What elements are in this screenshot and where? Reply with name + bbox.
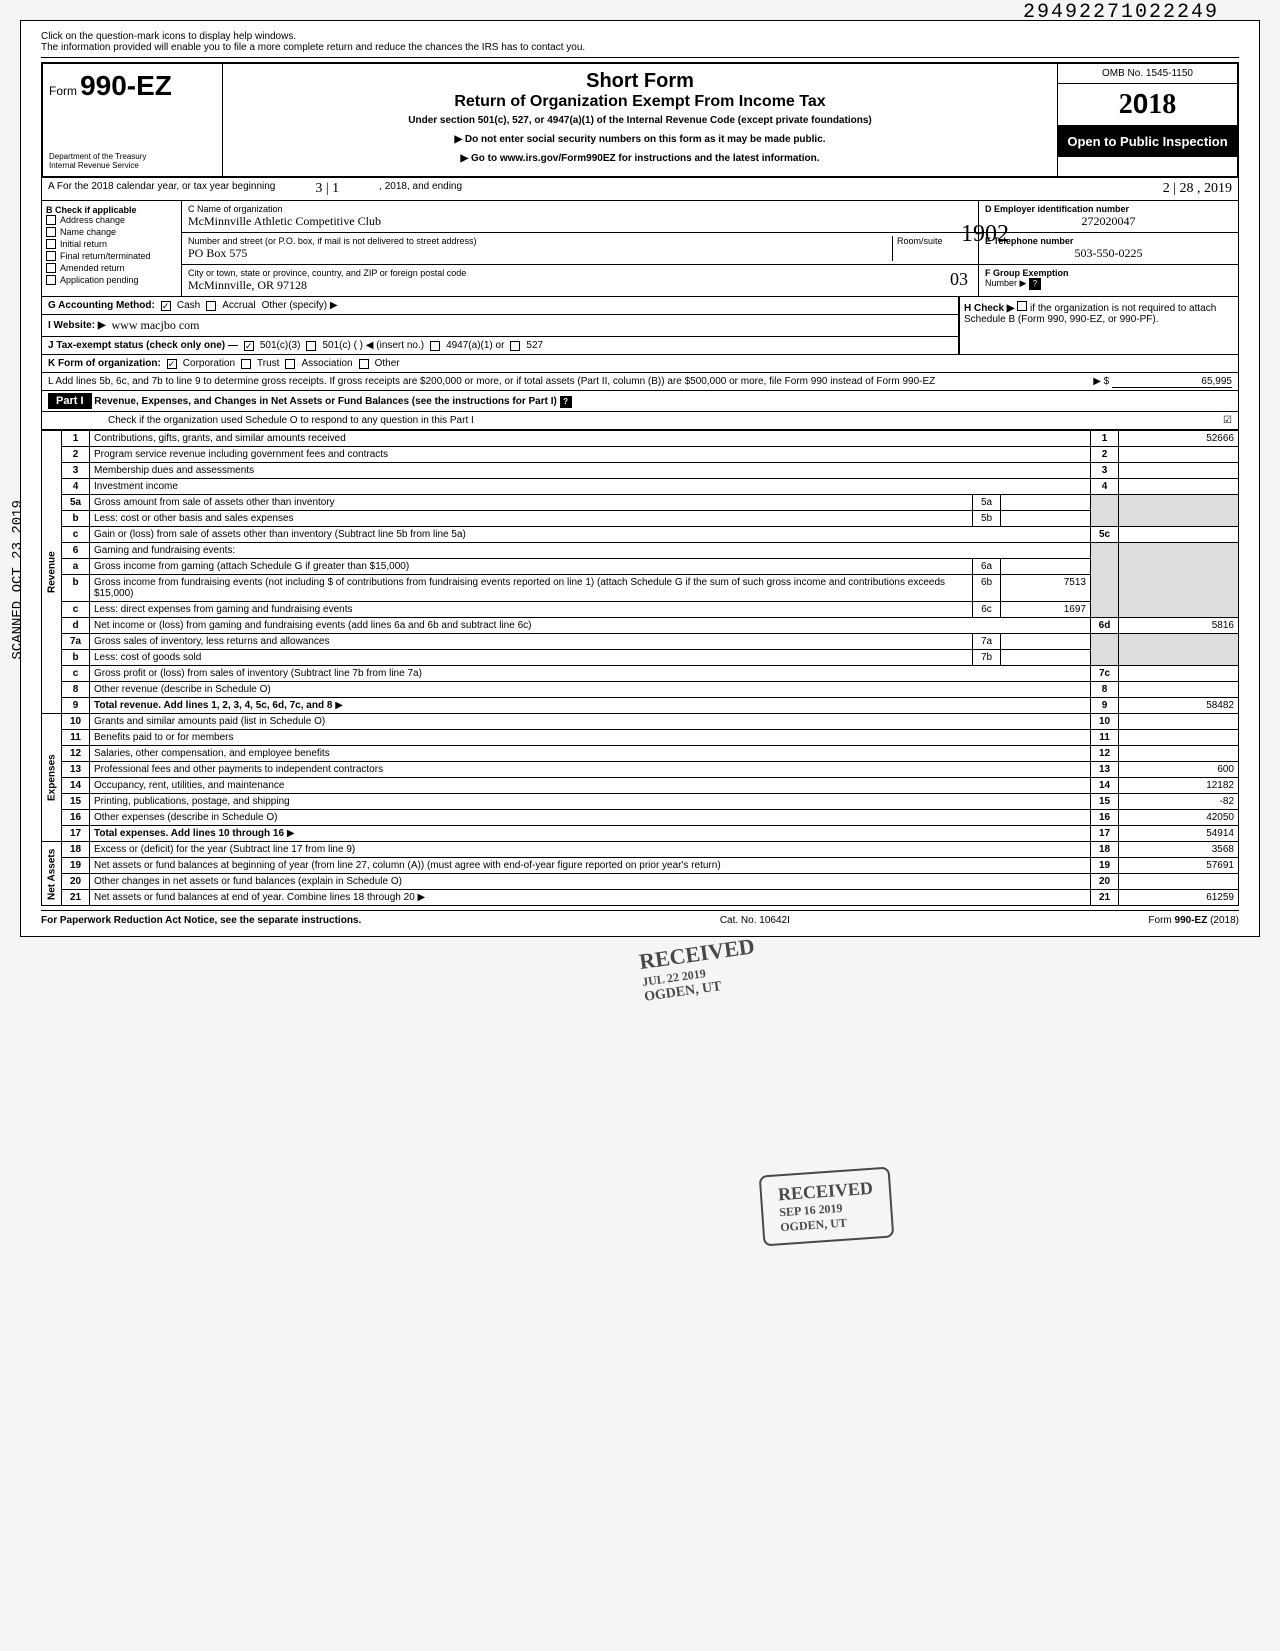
form-number: 990-EZ (80, 70, 172, 101)
cb-501c3[interactable] (244, 341, 254, 351)
cb-initial-return[interactable]: Initial return (46, 239, 177, 249)
form-990ez: 29492271022249 Click on the question-mar… (20, 20, 1260, 937)
line-19-val: 57691 (1119, 858, 1239, 874)
footer: For Paperwork Reduction Act Notice, see … (41, 910, 1239, 926)
help-icon[interactable]: ? (1029, 278, 1041, 290)
dln: 29492271022249 (1023, 1, 1219, 24)
row-i: I Website: ▶ www macjbo com (41, 315, 959, 337)
dept-irs: Internal Revenue Service (49, 161, 216, 170)
b-label: B Check if applicable (46, 205, 177, 215)
stamp-received-1: RECEIVED JUL 22 2019 OGDEN, UT (638, 933, 761, 1006)
city-label: City or town, state or province, country… (188, 268, 972, 278)
org-address: PO Box 575 (188, 246, 892, 261)
note-website: ▶ Go to www.irs.gov/Form990EZ for instru… (229, 153, 1051, 164)
line-6d-val: 5816 (1119, 618, 1239, 634)
room-suite: Room/suite (892, 236, 972, 261)
f-label: F Group Exemption (985, 268, 1069, 278)
line-6b-val: 7513 (1001, 575, 1091, 602)
line-13-val: 600 (1119, 762, 1239, 778)
cb-accrual[interactable] (206, 301, 216, 311)
line-17-val: 54914 (1119, 826, 1239, 842)
d-label: D Employer identification number (985, 204, 1232, 214)
vert-net-assets: Net Assets (42, 842, 62, 906)
row-a-tax-year: A For the 2018 calendar year, or tax yea… (41, 178, 1239, 201)
e-label: E Telephone number (985, 236, 1232, 246)
open-to-public: Open to Public Inspection (1058, 126, 1237, 157)
row-h: H Check ▶ if the organization is not req… (959, 297, 1239, 355)
footer-cat: Cat. No. 10642I (720, 915, 790, 926)
cb-sched-b[interactable] (1017, 301, 1027, 311)
cb-527[interactable] (510, 341, 520, 351)
hw-03: 03 (950, 269, 968, 290)
cb-corp[interactable] (167, 359, 177, 369)
cb-4947[interactable] (430, 341, 440, 351)
row-l: L Add lines 5b, 6c, and 7b to line 9 to … (41, 373, 1239, 391)
line-18-val: 3568 (1119, 842, 1239, 858)
footer-paperwork: For Paperwork Reduction Act Notice, see … (41, 915, 361, 926)
addr-label: Number and street (or P.O. box, if mail … (188, 236, 892, 246)
tax-year: 20201818 (1058, 84, 1237, 126)
cb-amended[interactable]: Amended return (46, 263, 177, 273)
row-j: J Tax-exempt status (check only one) — 5… (41, 337, 959, 355)
cb-other-org[interactable] (359, 359, 369, 369)
c-label: C Name of organization (188, 204, 972, 214)
title-return: Return of Organization Exempt From Incom… (229, 93, 1051, 111)
cb-name-change[interactable]: Name change (46, 227, 177, 237)
line-21-val: 61259 (1119, 890, 1239, 906)
section-bcdef: B Check if applicable Address change Nam… (41, 201, 1239, 297)
org-name: McMinnville Athletic Competitive Club (188, 214, 972, 229)
vert-expenses: Expenses (42, 714, 62, 842)
row-k: K Form of organization: Corporation Trus… (41, 355, 1239, 373)
note-ssn: ▶ Do not enter social security numbers o… (229, 134, 1051, 145)
line-15-val: -82 (1119, 794, 1239, 810)
cb-address-change[interactable]: Address change (46, 215, 177, 225)
subtitle: Under section 501(c), 527, or 4947(a)(1)… (229, 115, 1051, 126)
org-city: McMinnville, OR 97128 (188, 278, 972, 293)
handwritten-1902: 1902 (961, 221, 1009, 248)
header: Form 990-EZ Department of the Treasury I… (41, 62, 1239, 178)
part1-check: Check if the organization used Schedule … (41, 412, 1239, 430)
top-note: Click on the question-mark icons to disp… (41, 31, 1239, 58)
website: www macjbo com (112, 318, 200, 333)
col-de: D Employer identification number 2720200… (978, 201, 1238, 296)
title-short-form: Short Form (229, 70, 1051, 93)
row-a-label: A For the 2018 calendar year, or tax yea… (48, 181, 275, 197)
f-number: Number ▶ (985, 278, 1026, 288)
part1-header: Part I Revenue, Expenses, and Changes in… (41, 391, 1239, 412)
line-1-val: 52666 (1119, 431, 1239, 447)
cb-501c[interactable] (306, 341, 316, 351)
form-prefix: Form (49, 84, 77, 98)
lines-table: Revenue 1Contributions, gifts, grants, a… (41, 430, 1239, 906)
cb-final-return[interactable]: Final return/terminated (46, 251, 177, 261)
cb-trust[interactable] (241, 359, 251, 369)
omb-number: OMB No. 1545-1150 (1058, 64, 1237, 84)
dept-treasury: Department of the Treasury (49, 152, 216, 161)
col-c: C Name of organization McMinnville Athle… (182, 201, 978, 296)
line-9-val: 58482 (1119, 698, 1239, 714)
stamp-received-2: RECEIVED SEP 16 2019 OGDEN, UT (759, 1167, 895, 1247)
hw-end-date: 2 | 28 , 2019 (1163, 181, 1232, 197)
hw-begin-date: 3 | 1 (315, 181, 339, 197)
gross-receipts: 65,995 (1112, 376, 1232, 388)
row-g: G Accounting Method: Cash Accrual Other … (41, 297, 959, 315)
line-14-val: 12182 (1119, 778, 1239, 794)
cb-cash[interactable] (161, 301, 171, 311)
line-16-val: 42050 (1119, 810, 1239, 826)
line-6c-val: 1697 (1001, 602, 1091, 618)
col-b: B Check if applicable Address change Nam… (42, 201, 182, 296)
telephone: 503-550-0225 (985, 246, 1232, 261)
cb-assoc[interactable] (285, 359, 295, 369)
footer-form: Form 990-EZ (2018) (1148, 915, 1239, 926)
help-icon[interactable]: ? (560, 396, 572, 408)
cb-app-pending[interactable]: Application pending (46, 275, 177, 285)
row-a-mid: , 2018, and ending (379, 181, 462, 197)
vert-revenue: Revenue (42, 431, 62, 714)
ein: 272020047 (985, 214, 1232, 229)
